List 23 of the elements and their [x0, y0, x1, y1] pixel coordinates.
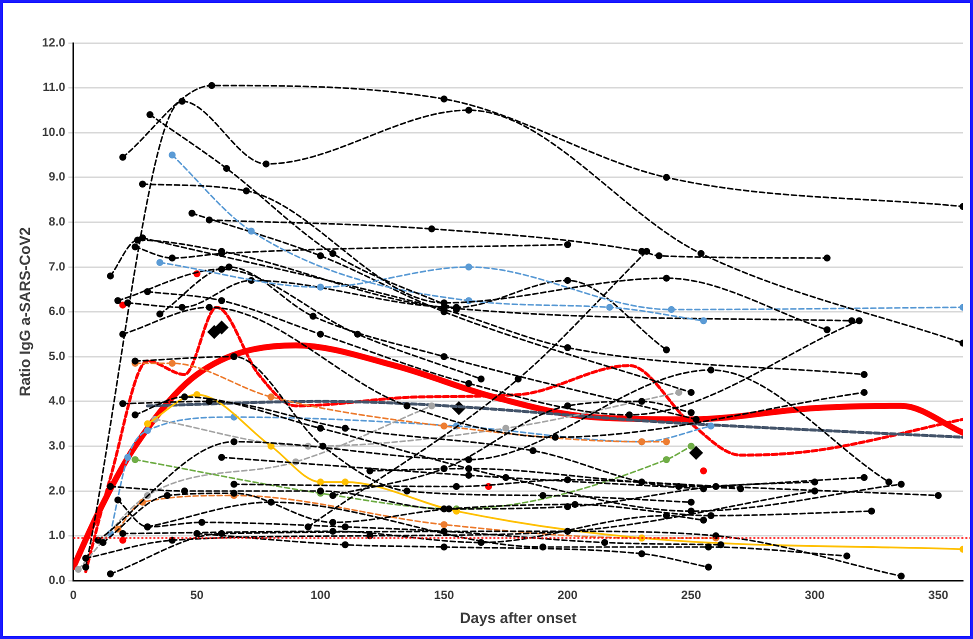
y-tick-label: 2.0 [48, 483, 66, 498]
x-tick-label: 150 [434, 588, 454, 602]
x-tick-label: 250 [681, 588, 702, 602]
y-tick-label: 1.0 [48, 528, 66, 542]
y-axis-title: Ratio IgG a-SARS-CoV2 [17, 227, 34, 396]
y-tick-label: 6.0 [48, 304, 66, 318]
x-tick-label: 50 [190, 588, 204, 602]
y-tick-label: 11.0 [42, 80, 66, 94]
x-tick-label: 100 [310, 588, 331, 602]
x-tick-label: 200 [558, 588, 578, 602]
y-tick-label: 5.0 [48, 348, 66, 363]
y-tick-label: 9.0 [48, 170, 66, 184]
y-tick-label: 7.0 [48, 259, 66, 274]
y-tick-label: 0.0 [48, 572, 66, 587]
y-tick-label: 10.0 [42, 124, 66, 139]
x-tick-label: 350 [928, 588, 949, 602]
x-axis-title: Days after onset [460, 610, 577, 628]
x-tick-label: 0 [70, 588, 78, 602]
x-tick-label: 300 [804, 588, 826, 602]
y-tick-label: 4.0 [48, 394, 66, 408]
y-tick-label: 3.0 [48, 438, 66, 453]
y-tick-label: 12.0 [42, 35, 66, 50]
y-tick-label: 8.0 [48, 214, 66, 229]
